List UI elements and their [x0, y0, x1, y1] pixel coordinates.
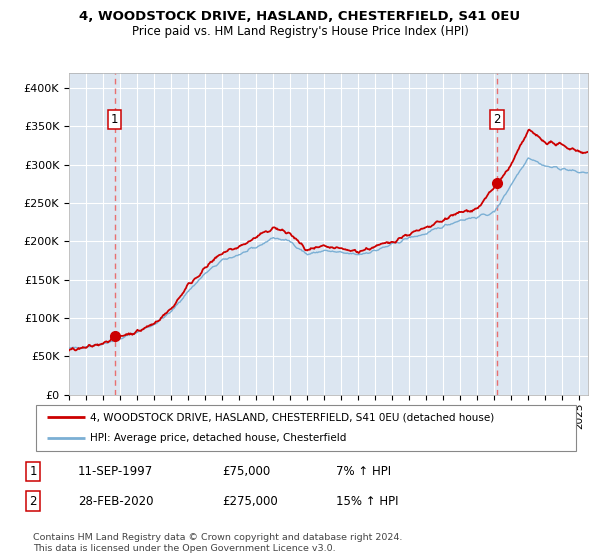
Text: 4, WOODSTOCK DRIVE, HASLAND, CHESTERFIELD, S41 0EU: 4, WOODSTOCK DRIVE, HASLAND, CHESTERFIEL… — [79, 10, 521, 23]
Text: £275,000: £275,000 — [222, 494, 278, 508]
Text: Price paid vs. HM Land Registry's House Price Index (HPI): Price paid vs. HM Land Registry's House … — [131, 25, 469, 38]
Text: 28-FEB-2020: 28-FEB-2020 — [78, 494, 154, 508]
Text: £75,000: £75,000 — [222, 465, 270, 478]
Text: 15% ↑ HPI: 15% ↑ HPI — [336, 494, 398, 508]
Text: 1: 1 — [29, 465, 37, 478]
Text: 2: 2 — [29, 494, 37, 508]
Text: HPI: Average price, detached house, Chesterfield: HPI: Average price, detached house, Ches… — [90, 433, 346, 444]
Text: 11-SEP-1997: 11-SEP-1997 — [78, 465, 153, 478]
Text: 1: 1 — [111, 113, 119, 126]
Text: 4, WOODSTOCK DRIVE, HASLAND, CHESTERFIELD, S41 0EU (detached house): 4, WOODSTOCK DRIVE, HASLAND, CHESTERFIEL… — [90, 412, 494, 422]
FancyBboxPatch shape — [36, 405, 576, 451]
Text: 7% ↑ HPI: 7% ↑ HPI — [336, 465, 391, 478]
Text: 2: 2 — [493, 113, 501, 126]
Text: Contains HM Land Registry data © Crown copyright and database right 2024.
This d: Contains HM Land Registry data © Crown c… — [33, 533, 403, 553]
